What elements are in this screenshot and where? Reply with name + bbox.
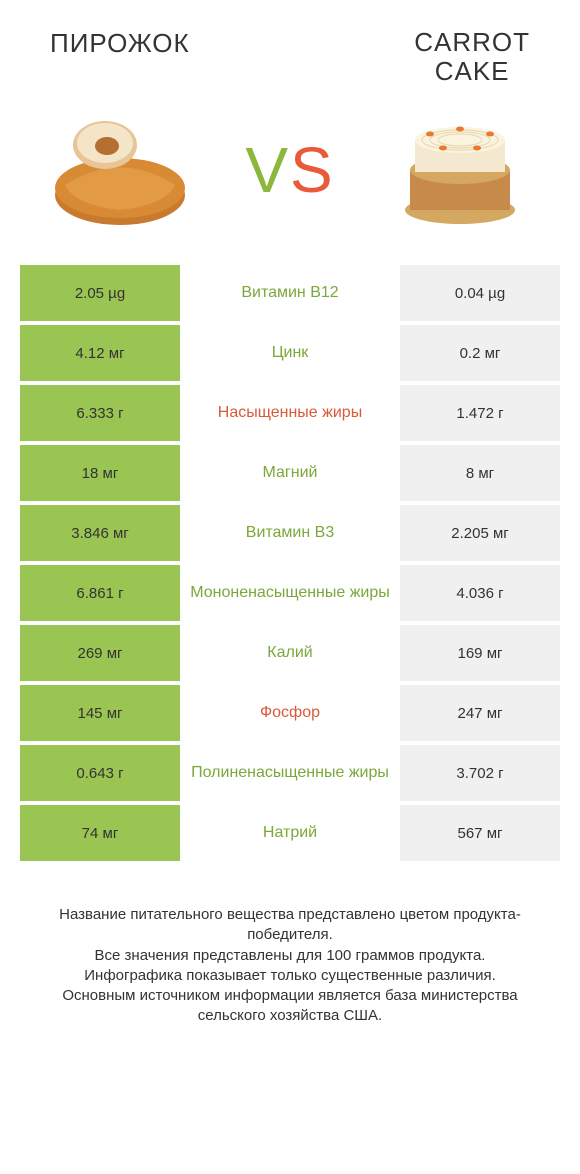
cell-mid-label: Витамин B12	[180, 265, 400, 321]
cell-left-value: 6.333 г	[20, 385, 180, 441]
cell-right-value: 4.036 г	[400, 565, 560, 621]
vs-label: VS	[245, 133, 334, 207]
cell-right-value: 0.04 µg	[400, 265, 560, 321]
table-row: 269 мгКалий169 мг	[20, 625, 560, 681]
cell-mid-label: Полиненасыщенные жиры	[180, 745, 400, 801]
table-row: 145 мгФосфор247 мг	[20, 685, 560, 741]
cell-right-value: 2.205 мг	[400, 505, 560, 561]
table-row: 2.05 µgВитамин B120.04 µg	[20, 265, 560, 321]
footer-notes: Название питательного вещества представл…	[0, 865, 580, 1027]
cell-mid-label: Натрий	[180, 805, 400, 861]
cell-right-value: 1.472 г	[400, 385, 560, 441]
cell-left-value: 18 мг	[20, 445, 180, 501]
cell-mid-label: Мононенасыщенные жиры	[180, 565, 400, 621]
cell-mid-label: Калий	[180, 625, 400, 681]
title-left: ПИРОЖОК	[50, 28, 190, 59]
cell-left-value: 0.643 г	[20, 745, 180, 801]
footer-line: Инфографика показывает только существенн…	[30, 966, 550, 986]
cell-left-value: 3.846 мг	[20, 505, 180, 561]
table-row: 4.12 мгЦинк0.2 мг	[20, 325, 560, 381]
cell-mid-label: Насыщенные жиры	[180, 385, 400, 441]
cell-mid-label: Витамин B3	[180, 505, 400, 561]
cell-left-value: 2.05 µg	[20, 265, 180, 321]
footer-line: Основным источником информации является …	[30, 986, 550, 1027]
cell-right-value: 567 мг	[400, 805, 560, 861]
cell-right-value: 8 мг	[400, 445, 560, 501]
cell-left-value: 145 мг	[20, 685, 180, 741]
table-row: 6.333 гНасыщенные жиры1.472 г	[20, 385, 560, 441]
table-row: 74 мгНатрий567 мг	[20, 805, 560, 861]
cell-left-value: 74 мг	[20, 805, 180, 861]
header: ПИРОЖОК CARROTCAKE	[0, 0, 580, 95]
table-row: 18 мгМагний8 мг	[20, 445, 560, 501]
cell-right-value: 247 мг	[400, 685, 560, 741]
cell-right-value: 0.2 мг	[400, 325, 560, 381]
footer-line: Все значения представлены для 100 граммо…	[30, 946, 550, 966]
cell-left-value: 6.861 г	[20, 565, 180, 621]
vs-row: VS	[0, 95, 580, 265]
comparison-table: 2.05 µgВитамин B120.04 µg4.12 мгЦинк0.2 …	[0, 265, 580, 861]
pirozhok-icon	[40, 105, 200, 235]
cell-mid-label: Магний	[180, 445, 400, 501]
cell-left-value: 4.12 мг	[20, 325, 180, 381]
table-row: 0.643 гПолиненасыщенные жиры3.702 г	[20, 745, 560, 801]
carrot-cake-icon	[380, 105, 540, 235]
table-row: 6.861 гМононенасыщенные жиры4.036 г	[20, 565, 560, 621]
title-right: CARROTCAKE	[414, 28, 530, 85]
cell-mid-label: Цинк	[180, 325, 400, 381]
cell-right-value: 3.702 г	[400, 745, 560, 801]
cell-left-value: 269 мг	[20, 625, 180, 681]
cell-right-value: 169 мг	[400, 625, 560, 681]
table-row: 3.846 мгВитамин B32.205 мг	[20, 505, 560, 561]
cell-mid-label: Фосфор	[180, 685, 400, 741]
footer-line: Название питательного вещества представл…	[30, 905, 550, 946]
